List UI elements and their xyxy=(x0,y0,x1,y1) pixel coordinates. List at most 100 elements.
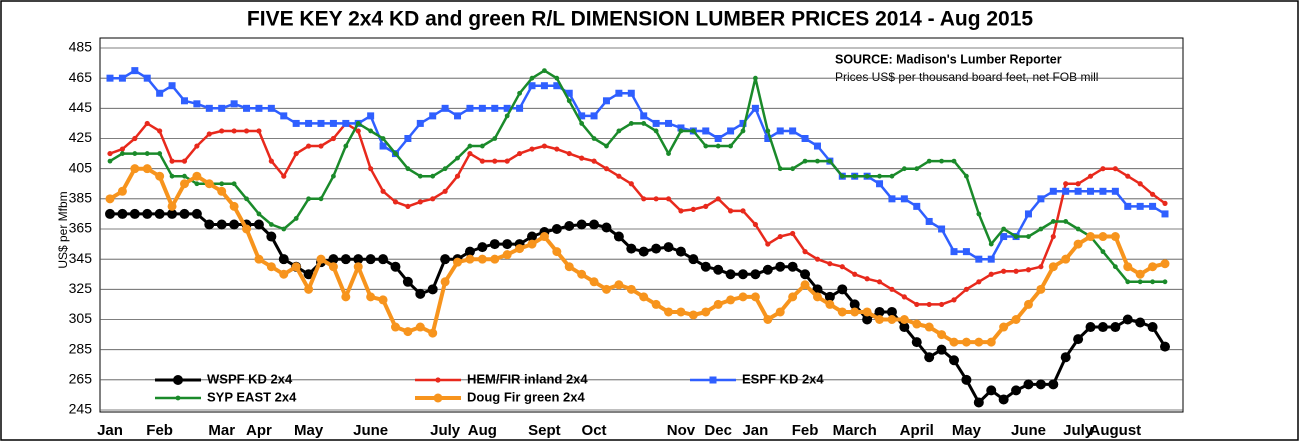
data-point xyxy=(554,75,560,81)
x-tick-label: August xyxy=(1090,422,1142,439)
data-point xyxy=(416,119,424,127)
x-tick-label: Feb xyxy=(146,422,173,439)
legend-label: SYP EAST 2x4 xyxy=(207,389,297,404)
data-point xyxy=(900,195,908,203)
data-point xyxy=(328,254,339,265)
data-point xyxy=(192,171,202,181)
data-point xyxy=(751,104,759,112)
x-tick-label: Aug xyxy=(468,422,497,439)
y-axis-label: US$ per Mfbm xyxy=(56,191,70,268)
series-line xyxy=(109,69,1165,284)
data-point xyxy=(1125,279,1131,285)
data-point xyxy=(279,269,289,279)
data-point xyxy=(1112,166,1118,172)
data-point xyxy=(390,261,401,272)
data-point xyxy=(951,297,957,303)
data-point xyxy=(193,100,201,108)
y-tick-label: 385 xyxy=(69,190,93,206)
data-point xyxy=(1135,269,1145,279)
data-point xyxy=(765,241,771,247)
data-point xyxy=(589,277,599,287)
data-point xyxy=(764,135,772,142)
data-point xyxy=(812,292,822,302)
data-point xyxy=(738,269,748,280)
x-tick-label: Oct xyxy=(582,422,607,439)
data-point xyxy=(603,166,610,172)
data-point xyxy=(1122,314,1133,325)
data-point xyxy=(1063,219,1069,224)
data-point xyxy=(864,173,870,179)
chart-title: FIVE KEY 2x4 KD and green R/L DIMENSION … xyxy=(247,8,1033,31)
data-point xyxy=(368,128,374,134)
data-point xyxy=(479,158,485,164)
data-point xyxy=(601,222,612,233)
data-point xyxy=(638,246,649,257)
data-point xyxy=(678,128,684,134)
data-point xyxy=(1075,181,1081,187)
data-point xyxy=(255,104,263,112)
data-point xyxy=(626,284,636,294)
data-point xyxy=(998,394,1009,405)
data-point xyxy=(353,262,363,272)
data-point xyxy=(604,143,609,149)
data-point xyxy=(901,166,907,172)
y-tick-label: 345 xyxy=(69,250,93,266)
data-point xyxy=(839,173,845,179)
data-point xyxy=(367,112,375,120)
data-point xyxy=(739,119,747,127)
data-point xyxy=(181,158,188,164)
legend-marker xyxy=(435,377,441,383)
data-point xyxy=(937,330,947,340)
x-tick-label: Sept xyxy=(528,422,561,439)
data-point xyxy=(281,173,287,179)
data-point xyxy=(169,173,175,179)
data-point xyxy=(305,143,312,149)
data-point xyxy=(318,143,324,149)
data-point xyxy=(713,299,723,309)
data-point xyxy=(129,208,140,219)
data-point xyxy=(182,173,187,179)
y-tick-label: 325 xyxy=(69,280,93,296)
data-point xyxy=(516,150,523,157)
data-point xyxy=(254,254,264,264)
data-point xyxy=(343,143,349,149)
data-point xyxy=(179,179,189,189)
data-point xyxy=(105,194,115,204)
data-point xyxy=(107,158,113,164)
data-point xyxy=(701,307,711,317)
data-point xyxy=(1111,187,1119,195)
data-point xyxy=(824,291,835,302)
data-point xyxy=(688,254,699,265)
data-point xyxy=(976,211,982,217)
data-point xyxy=(390,322,400,332)
data-point xyxy=(591,136,597,141)
x-tick-label: March xyxy=(833,422,877,439)
data-point xyxy=(1110,322,1121,333)
data-point xyxy=(1149,191,1156,197)
data-point xyxy=(775,307,785,317)
data-point xyxy=(651,243,662,254)
data-point xyxy=(380,136,386,141)
data-point xyxy=(964,173,969,179)
data-point xyxy=(120,151,125,156)
data-point xyxy=(142,208,153,219)
data-point xyxy=(527,239,537,249)
data-point xyxy=(688,310,698,320)
data-point xyxy=(118,74,126,82)
data-point xyxy=(566,150,572,157)
data-point xyxy=(715,196,721,202)
data-point xyxy=(504,158,510,164)
data-point xyxy=(378,295,388,305)
data-point xyxy=(1135,317,1146,328)
y-tick-label: 405 xyxy=(69,159,93,175)
data-point xyxy=(404,135,412,142)
data-point xyxy=(912,319,922,329)
data-point xyxy=(973,397,984,408)
data-point xyxy=(875,315,885,324)
data-point xyxy=(763,315,773,324)
data-point xyxy=(725,269,736,280)
data-point xyxy=(641,121,647,126)
data-point xyxy=(243,104,251,112)
data-point xyxy=(1011,315,1021,324)
data-point xyxy=(1085,322,1096,333)
